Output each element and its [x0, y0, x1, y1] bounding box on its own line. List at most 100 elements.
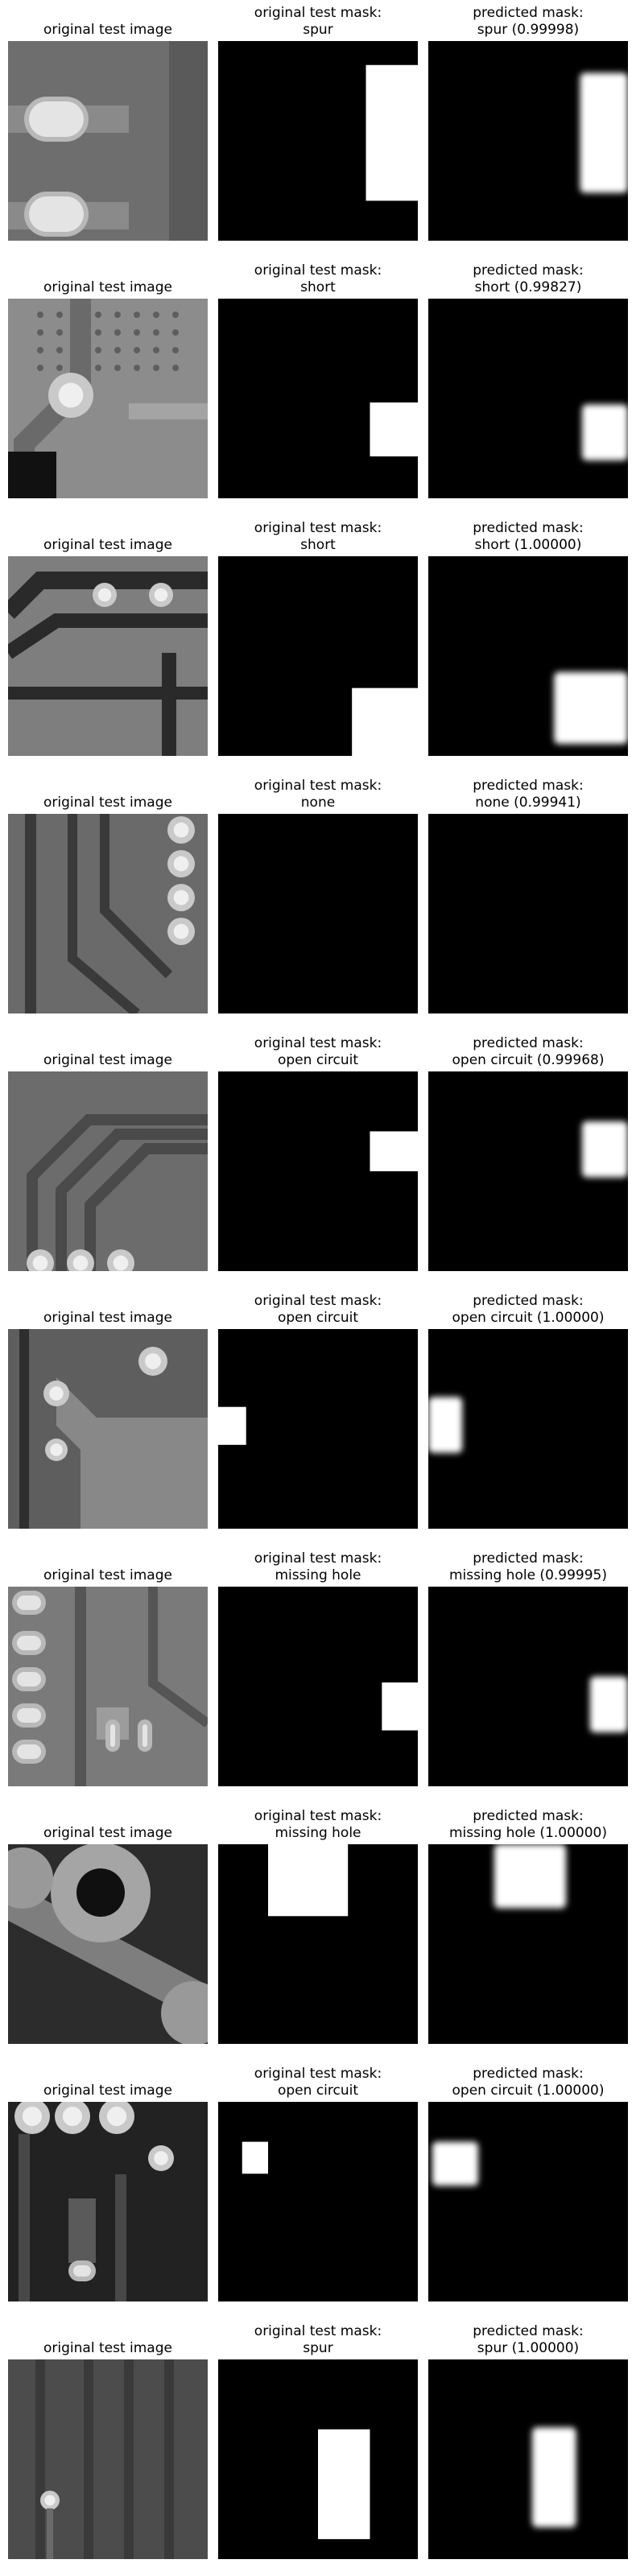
- original-mask-title: original test mask:: [254, 2323, 382, 2339]
- original-mask-label: open circuit: [277, 1310, 359, 1326]
- pred-mask-4: [428, 1071, 628, 1271]
- true-defect-region: [352, 687, 418, 756]
- predicted-mask-image: [428, 299, 628, 498]
- pcb-image: [8, 2359, 208, 2559]
- original-image-panel: original test image: [8, 515, 208, 757]
- pcb-image: [8, 1329, 208, 1529]
- result-row: original test image original test mask: sp…: [0, 0, 636, 258]
- predicted-mask-title: predicted mask:: [473, 2323, 584, 2339]
- original-mask-image: [218, 2359, 418, 2559]
- predicted-mask-title: predicted mask:: [473, 778, 584, 794]
- result-row: original test image original test mask: op…: [0, 1288, 636, 1546]
- original-mask-label: missing hole: [275, 1567, 361, 1583]
- true-mask-0: [218, 41, 418, 241]
- pcb-image: [8, 1844, 208, 2044]
- predicted-mask-label: missing hole (0.99995): [448, 1567, 607, 1583]
- predicted-mask-image: [428, 1587, 628, 1786]
- predicted-defect-region: [581, 1121, 628, 1178]
- pcb-image: [8, 556, 208, 756]
- true-mask-7: [218, 1844, 418, 2044]
- true-defect-region: [365, 64, 418, 201]
- predicted-mask-title: predicted mask:: [473, 5, 584, 21]
- original-mask-panel: original test mask: spur: [218, 0, 418, 242]
- true-mask-5: [218, 1329, 418, 1529]
- original-mask-label: short: [300, 279, 336, 295]
- predicted-mask-label: short (1.00000): [474, 537, 582, 553]
- original-image-title: original test image: [43, 22, 172, 38]
- original-mask-title: original test mask:: [254, 262, 382, 279]
- true-defect-region: [370, 402, 418, 456]
- result-row: original test image original test mask: sh…: [0, 515, 636, 773]
- original-mask-title: original test mask:: [254, 1550, 382, 1567]
- predicted-mask-panel: predicted mask: spur (0.99998): [428, 0, 628, 242]
- original-mask-title: original test mask:: [254, 520, 382, 536]
- true-defect-region: [242, 2141, 268, 2174]
- original-mask-label: spur: [303, 2340, 333, 2356]
- original-mask-label: short: [300, 537, 336, 553]
- predicted-mask-title: predicted mask:: [473, 262, 584, 279]
- result-row: original test image original test mask: mi…: [0, 1803, 636, 2061]
- pred-mask-3: [428, 814, 628, 1013]
- original-mask-label: open circuit: [277, 2083, 359, 2099]
- pcb-image: [8, 2102, 208, 2301]
- predicted-mask-label: open circuit (1.00000): [452, 1310, 605, 1326]
- pcb-image: [8, 299, 208, 498]
- predicted-mask-label: short (0.99827): [474, 279, 582, 295]
- predicted-mask-panel: predicted mask: short (1.00000): [428, 515, 628, 757]
- predicted-mask-title: predicted mask:: [473, 1035, 584, 1051]
- original-mask-title: original test mask:: [254, 2066, 382, 2082]
- original-image-title: original test image: [43, 1052, 172, 1068]
- predicted-defect-region: [494, 1844, 567, 1909]
- original-mask-label: open circuit: [277, 1052, 359, 1068]
- true-defect-region: [268, 1844, 349, 1917]
- predicted-mask-title: predicted mask:: [473, 1550, 584, 1567]
- predicted-mask-image: [428, 2102, 628, 2301]
- original-mask-title: original test mask:: [254, 5, 382, 21]
- true-defect-region: [318, 2429, 370, 2540]
- original-image-panel: original test image: [8, 773, 208, 1014]
- predicted-mask-label: none (0.99941): [475, 795, 581, 811]
- original-mask-image: [218, 556, 418, 756]
- pred-mask-2: [428, 556, 628, 756]
- predicted-mask-panel: predicted mask: open circuit (1.00000): [428, 2061, 628, 2302]
- predicted-mask-panel: predicted mask: missing hole (0.99995): [428, 1546, 628, 1787]
- predicted-mask-label: missing hole (1.00000): [448, 1825, 607, 1841]
- original-image-panel: original test image: [8, 0, 208, 242]
- original-mask-panel: original test mask: open circuit: [218, 2061, 418, 2302]
- original-mask-image: [218, 1844, 418, 2044]
- predicted-mask-image: [428, 41, 628, 241]
- original-image-panel: original test image: [8, 1288, 208, 1530]
- original-mask-panel: original test mask: short: [218, 258, 418, 499]
- original-mask-title: original test mask:: [254, 1293, 382, 1309]
- predicted-mask-title: predicted mask:: [473, 1808, 584, 1824]
- original-mask-image: [218, 1329, 418, 1529]
- pcb-image: [8, 814, 208, 1013]
- true-defect-region: [382, 1682, 418, 1731]
- predicted-defect-region: [589, 1676, 628, 1733]
- result-row: original test image original test mask: sh…: [0, 258, 636, 515]
- predicted-mask-panel: predicted mask: missing hole (1.00000): [428, 1803, 628, 2045]
- predicted-mask-panel: predicted mask: open circuit (1.00000): [428, 1288, 628, 1530]
- pcb-image: [8, 1587, 208, 1786]
- pred-mask-1: [428, 299, 628, 498]
- pred-mask-7: [428, 1844, 628, 2044]
- predicted-mask-label: spur (1.00000): [477, 2340, 580, 2356]
- predicted-mask-image: [428, 1844, 628, 2044]
- predicted-defect-region: [554, 671, 628, 745]
- original-mask-image: [218, 1071, 418, 1271]
- original-mask-image: [218, 1587, 418, 1786]
- predicted-mask-title: predicted mask:: [473, 520, 584, 536]
- original-mask-label: missing hole: [275, 1825, 361, 1841]
- original-mask-panel: original test mask: missing hole: [218, 1803, 418, 2045]
- true-mask-2: [218, 556, 418, 756]
- original-image-title: original test image: [43, 1310, 172, 1326]
- pcb-image: [8, 1071, 208, 1271]
- pred-mask-6: [428, 1587, 628, 1786]
- predicted-mask-panel: predicted mask: none (0.99941): [428, 773, 628, 1014]
- true-mask-3: [218, 814, 418, 1013]
- predicted-defect-region: [581, 404, 628, 460]
- result-row: original test image original test mask: sp…: [0, 2318, 636, 2576]
- original-image-title: original test image: [43, 2083, 172, 2099]
- pcb-image: [8, 41, 208, 241]
